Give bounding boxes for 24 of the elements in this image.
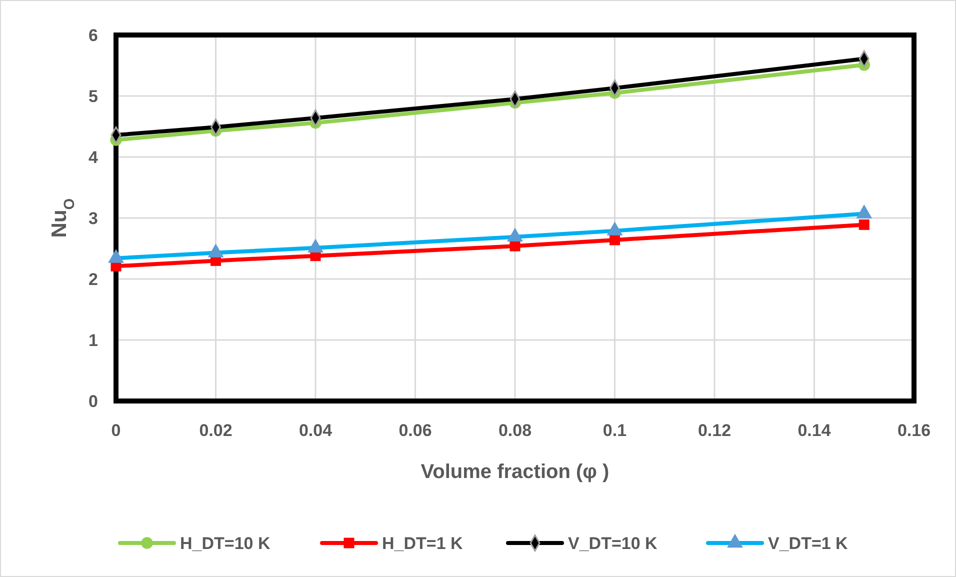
x-tick-label: 0.02 <box>199 421 232 440</box>
x-tick-label: 0.06 <box>398 421 432 440</box>
x-tick-label: 0.04 <box>298 421 333 440</box>
y-tick-label: 2 <box>88 270 98 289</box>
legend-label: H_DT=1 K <box>382 534 464 553</box>
legend-label: V_DT=10 K <box>568 534 658 553</box>
y-tick-label: 4 <box>88 148 99 167</box>
x-tick-label: 0.12 <box>698 421 732 440</box>
y-tick-label: 5 <box>88 86 98 106</box>
x-axis-title: Volume fraction (φ ) <box>420 461 610 483</box>
x-tick-label: 0.08 <box>498 421 532 440</box>
x-tick-label: 0.14 <box>798 421 832 440</box>
point <box>858 219 870 230</box>
legend-label: H_DT=10 K <box>180 534 271 553</box>
y-tick-label: 1 <box>88 330 98 350</box>
point <box>510 240 520 252</box>
legend-label: V_DT=1 K <box>768 534 849 553</box>
point <box>610 234 620 246</box>
y-tick-label: 0 <box>88 392 98 411</box>
y-tick-label: 3 <box>88 208 98 228</box>
x-tick-label: 0.1 <box>602 421 627 440</box>
y-tick-label: 6 <box>88 26 98 45</box>
x-tick-label: 0.16 <box>897 421 931 440</box>
x-tick-label: 0 <box>111 421 121 440</box>
